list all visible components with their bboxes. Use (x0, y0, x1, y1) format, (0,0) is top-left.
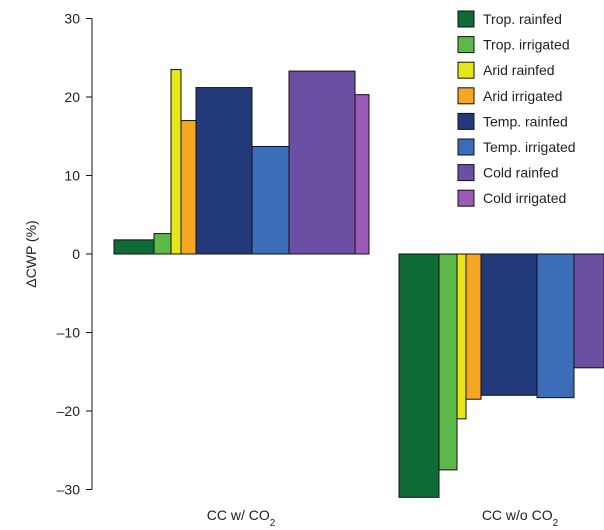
bar-arid-irrigated-2 (465, 253, 482, 400)
legend-label: Arid irrigated (483, 88, 562, 104)
bar-temp-rainfed-2 (480, 253, 538, 396)
bars-group (113, 69, 604, 498)
bar-arid-rainfed-2 (456, 253, 467, 420)
legend-swatch (457, 61, 475, 79)
legend-swatch (457, 10, 475, 28)
y-tick-label: 30 (64, 11, 80, 27)
bar-temp-irrigated-1 (251, 145, 290, 255)
bar-temp-rainfed-1 (195, 87, 253, 255)
legend: Trop. rainfed Trop. irrigated Arid rainfed… (457, 10, 576, 207)
category-labels: CC w/ CO2 CC w/o CO2 (207, 507, 559, 529)
bar-arid-irrigated-1 (180, 120, 197, 255)
bar-cold-irrigated-1 (354, 94, 370, 255)
legend-swatch (457, 36, 475, 54)
legend-label: Arid rainfed (483, 62, 555, 78)
y-tick-label: –20 (57, 403, 81, 419)
bar-trop-irrigated-1 (153, 233, 172, 255)
legend-swatch (457, 138, 475, 156)
legend-label: Temp. rainfed (483, 113, 568, 129)
legend-label: Trop. rainfed (483, 11, 562, 27)
bar-trop-irrigated-2 (438, 253, 458, 471)
legend-label: Cold irrigated (483, 190, 566, 206)
y-axis: 30 20 10 0 –10 –20 –30 (57, 11, 93, 498)
y-tick-label: –30 (57, 482, 81, 498)
y-tick-label: –10 (57, 325, 81, 341)
y-tick-label: 20 (64, 89, 80, 105)
bar-arid-rainfed-1 (170, 69, 182, 255)
legend-label: Temp. irrigated (483, 139, 576, 155)
y-tick-label: 0 (72, 246, 80, 262)
y-tick-label: 10 (64, 168, 80, 184)
legend-label: Cold rainfed (483, 165, 559, 181)
category-label: CC w/ CO2 (207, 507, 276, 529)
bar-cold-rainfed-2 (573, 253, 604, 369)
bar-temp-irrigated-2 (536, 253, 575, 399)
bar-cold-rainfed-1 (288, 70, 356, 255)
bar-trop-rainfed-1 (113, 239, 155, 255)
y-axis-title: ΔCWP (%) (23, 220, 39, 287)
bar-trop-rainfed-2 (398, 253, 440, 498)
legend-swatch (457, 87, 475, 105)
legend-swatch (457, 189, 475, 207)
category-label: CC w/o CO2 (482, 507, 559, 529)
legend-swatch (457, 164, 475, 182)
legend-swatch (457, 112, 475, 130)
legend-label: Trop. irrigated (483, 37, 570, 53)
